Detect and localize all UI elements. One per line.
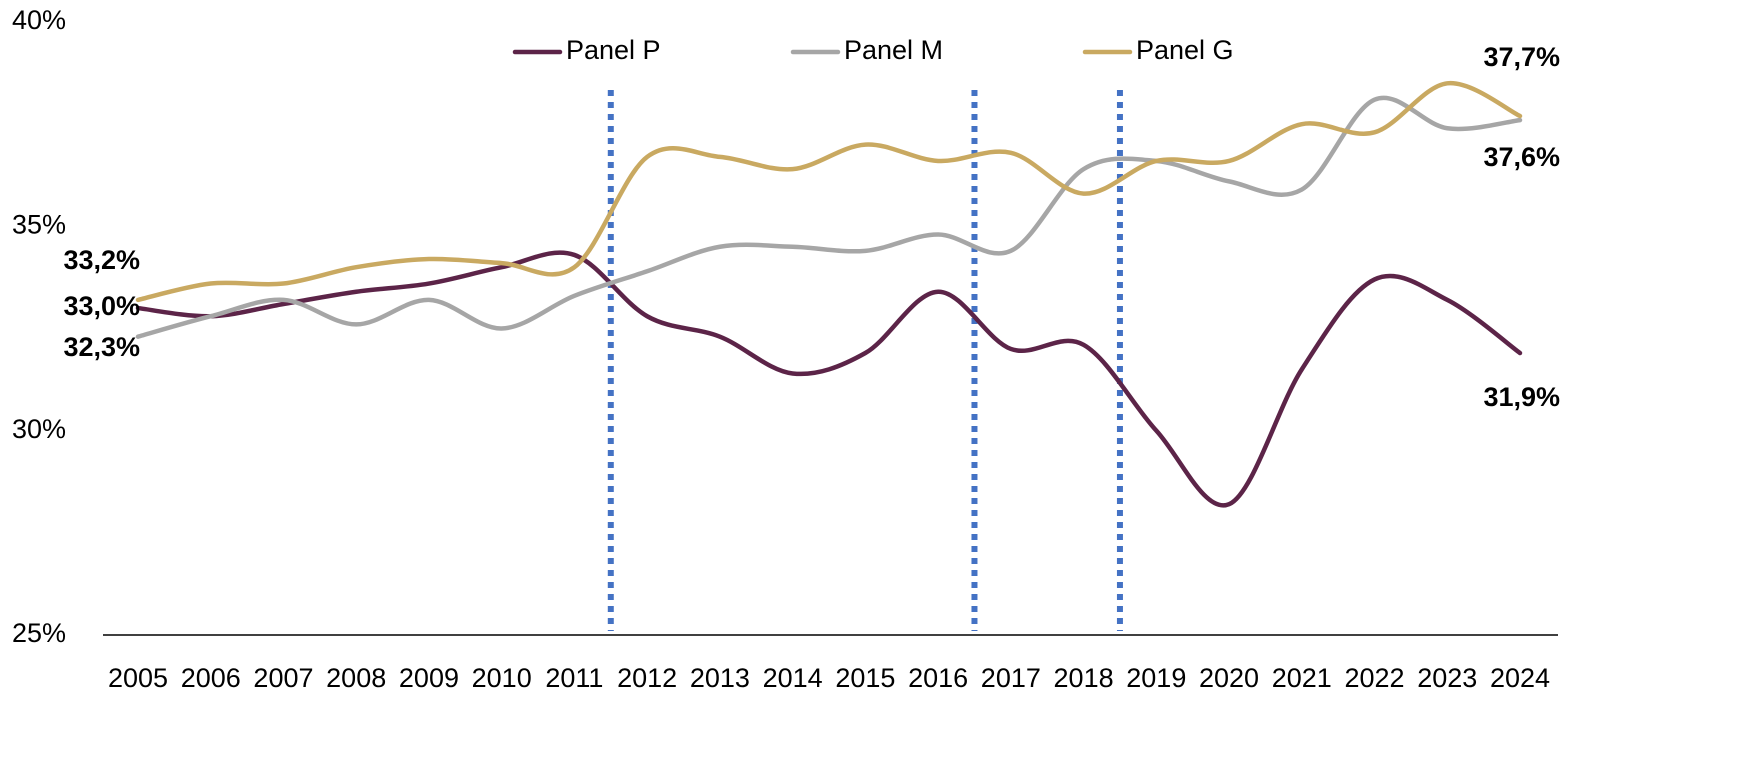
- legend-label: Panel M: [844, 35, 943, 65]
- line-series: [135, 81, 1523, 303]
- x-tick-label: 2009: [399, 663, 459, 693]
- x-tick-label: 2016: [908, 663, 968, 693]
- y-tick-label: 30%: [12, 414, 66, 444]
- data-label: 32,3%: [63, 332, 140, 362]
- y-tick-label: 40%: [12, 5, 66, 35]
- x-tick-label: 2019: [1126, 663, 1186, 693]
- legend-label: Panel G: [1136, 35, 1234, 65]
- legend-label: Panel P: [566, 35, 661, 65]
- data-label: 37,7%: [1483, 42, 1560, 72]
- line-series: [135, 250, 1523, 508]
- x-tick-label: 2010: [472, 663, 532, 693]
- x-tick-label: 2014: [763, 663, 823, 693]
- x-tick-label: 2023: [1417, 663, 1477, 693]
- x-tick-label: 2017: [981, 663, 1041, 693]
- data-label: 31,9%: [1483, 382, 1560, 412]
- data-label: 33,0%: [63, 291, 140, 321]
- data-label: 37,6%: [1483, 142, 1560, 172]
- line-series: [135, 95, 1523, 339]
- x-tick-label: 2022: [1344, 663, 1404, 693]
- x-tick-label: 2008: [326, 663, 386, 693]
- x-tick-label: 2021: [1272, 663, 1332, 693]
- x-tick-label: 2024: [1490, 663, 1550, 693]
- x-tick-label: 2012: [617, 663, 677, 693]
- x-tick-label: 2005: [108, 663, 168, 693]
- x-tick-label: 2020: [1199, 663, 1259, 693]
- x-tick-label: 2015: [835, 663, 895, 693]
- x-tick-label: 2013: [690, 663, 750, 693]
- x-tick-label: 2011: [545, 663, 603, 693]
- data-label: 33,2%: [63, 245, 140, 275]
- y-tick-label: 25%: [12, 618, 66, 648]
- y-tick-label: 35%: [12, 209, 66, 239]
- x-tick-label: 2018: [1054, 663, 1114, 693]
- x-tick-label: 2007: [253, 663, 313, 693]
- x-tick-label: 2006: [181, 663, 241, 693]
